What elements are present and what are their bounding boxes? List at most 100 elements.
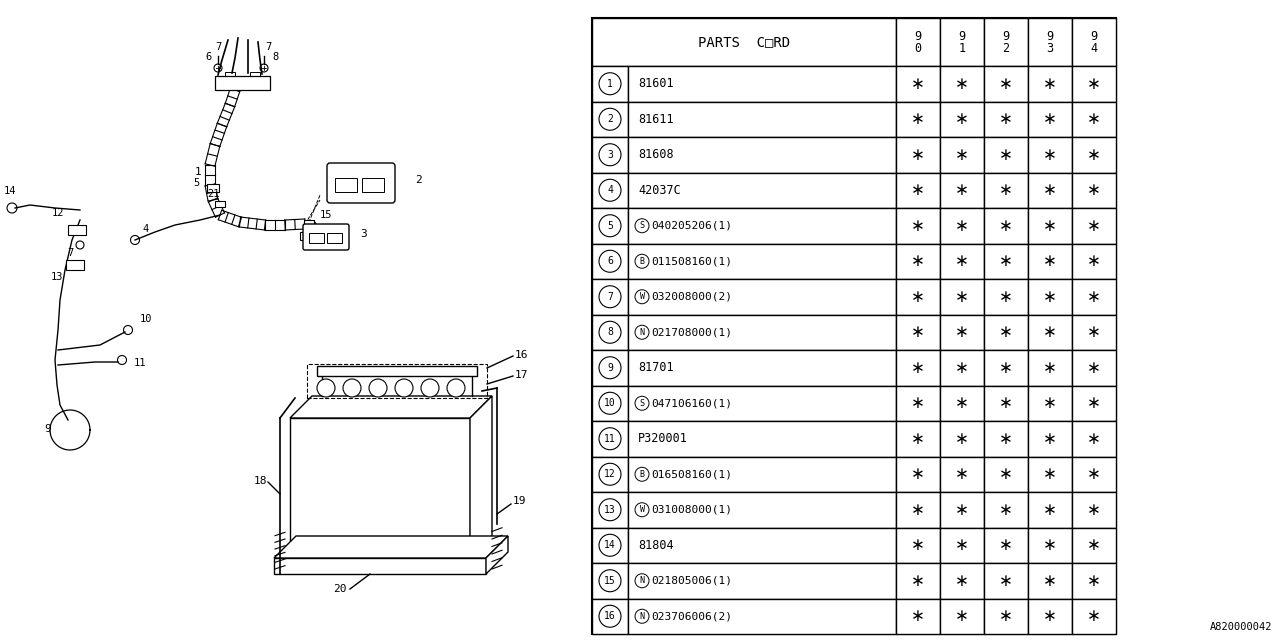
Bar [1028,102,1073,137]
Text: 19: 19 [512,496,526,506]
Text: ∗: ∗ [1000,500,1012,519]
Text: ∗: ∗ [911,323,925,341]
Text: W: W [640,505,645,515]
Circle shape [635,254,649,268]
Circle shape [635,396,649,410]
Circle shape [635,609,649,623]
Text: PARTS  C□RD: PARTS C□RD [698,35,790,49]
Bar [1073,314,1116,350]
Bar [628,456,896,492]
Circle shape [599,179,621,201]
Polygon shape [291,396,492,418]
Bar [1028,385,1073,421]
Text: 9
3: 9 3 [1047,29,1053,54]
Text: ∗: ∗ [911,288,925,306]
Bar [984,492,1028,527]
Text: 81701: 81701 [637,361,673,374]
Text: ∗: ∗ [955,146,969,164]
Text: ∗: ∗ [911,465,925,483]
Text: N: N [640,612,645,621]
Text: 1: 1 [607,79,613,89]
Text: ∗: ∗ [1087,217,1101,235]
Text: ∗: ∗ [955,217,969,235]
Bar [1073,527,1116,563]
Bar [984,421,1028,456]
Text: 023706006(2): 023706006(2) [652,611,732,621]
Text: ∗: ∗ [1043,110,1057,128]
Text: 81601: 81601 [637,77,673,90]
Bar [593,492,628,527]
Text: ∗: ∗ [911,536,925,554]
Bar [1028,421,1073,456]
Bar [1028,279,1073,314]
Text: ∗: ∗ [1087,359,1101,377]
Text: ∗: ∗ [1087,75,1101,93]
Bar [628,492,896,527]
Text: ∗: ∗ [1000,288,1012,306]
Circle shape [123,326,133,335]
Text: ∗: ∗ [1000,75,1012,93]
Text: ∗: ∗ [955,181,969,199]
Text: ∗: ∗ [1043,500,1057,519]
Text: 016508160(1): 016508160(1) [652,469,732,479]
Bar [940,456,984,492]
Text: 81611: 81611 [637,113,673,125]
Text: 031008000(1): 031008000(1) [652,505,732,515]
Bar [940,279,984,314]
Circle shape [308,221,316,229]
Bar [593,456,628,492]
Text: 021708000(1): 021708000(1) [652,327,732,337]
Text: 20: 20 [333,584,347,594]
Bar [1028,492,1073,527]
Text: ∗: ∗ [1043,181,1057,199]
Text: 10: 10 [140,314,152,324]
Bar [984,66,1028,102]
Text: B: B [640,470,645,479]
Text: ∗: ∗ [1087,572,1101,589]
Bar [305,220,314,228]
Text: 18: 18 [253,476,266,486]
Polygon shape [274,536,508,558]
Bar [940,350,984,385]
Bar [1073,421,1116,456]
Circle shape [599,321,621,343]
Bar [628,137,896,173]
Text: 032008000(2): 032008000(2) [652,292,732,301]
Text: 12: 12 [604,469,616,479]
Text: ∗: ∗ [1043,394,1057,412]
Bar [1073,66,1116,102]
Circle shape [317,379,335,397]
Text: 021805006(1): 021805006(1) [652,576,732,586]
Circle shape [599,499,621,521]
Text: ∗: ∗ [1087,607,1101,625]
Bar [593,208,628,243]
Text: 4: 4 [142,224,148,234]
Text: 3: 3 [360,229,367,239]
Bar [896,314,940,350]
Text: ∗: ∗ [1043,75,1057,93]
Text: ∗: ∗ [1000,110,1012,128]
Text: 7: 7 [215,42,221,52]
Text: ∗: ∗ [911,359,925,377]
Bar [1073,18,1116,66]
Text: ∗: ∗ [1000,394,1012,412]
Bar [593,350,628,385]
Bar [940,66,984,102]
Text: ∗: ∗ [955,394,969,412]
Text: 7: 7 [67,248,73,258]
Bar [1028,350,1073,385]
Text: ∗: ∗ [1043,217,1057,235]
Text: 6: 6 [205,52,211,62]
Bar [593,563,628,598]
Circle shape [599,463,621,485]
Text: 9
0: 9 0 [914,29,922,54]
Circle shape [6,203,17,213]
Text: ∗: ∗ [911,394,925,412]
Bar [896,527,940,563]
Text: ∗: ∗ [1043,607,1057,625]
Text: ∗: ∗ [911,146,925,164]
Text: ∗: ∗ [955,110,969,128]
Text: 2: 2 [607,115,613,124]
Bar [1073,173,1116,208]
Text: 6: 6 [607,256,613,266]
